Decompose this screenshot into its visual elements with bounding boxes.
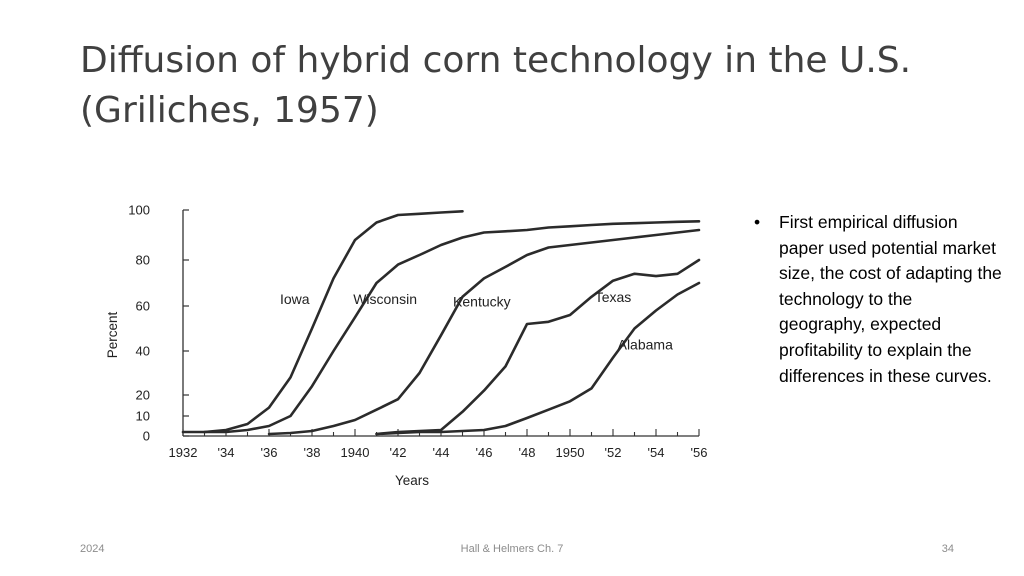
bullet-list: • First empirical diffusion paper used p… — [752, 210, 1002, 389]
bullet-item: • First empirical diffusion paper used p… — [752, 210, 1002, 389]
series-label-iowa: Iowa — [280, 291, 310, 307]
x-tick-label: '52 — [605, 445, 622, 460]
x-tick-label: '56 — [691, 445, 708, 460]
series-line-iowa — [181, 210, 464, 434]
series-label-wisconsin: Wisconsin — [353, 291, 417, 307]
page-number: 34 — [941, 543, 954, 555]
y-tick-label: 80 — [136, 253, 150, 268]
footer-source: Hall & Helmers Ch. 7 — [460, 543, 564, 555]
y-tick-label: 40 — [136, 344, 150, 359]
y-tick-label: 100 — [128, 203, 150, 218]
x-tick-label: 1932 — [169, 445, 198, 460]
series-line-wisconsin — [203, 219, 701, 434]
x-tick-label: '38 — [304, 445, 321, 460]
slide-title: Diffusion of hybrid corn technology in t… — [80, 36, 980, 136]
series-line-texas — [375, 258, 701, 436]
series-line-kentucky — [267, 228, 701, 436]
series-label-texas: Texas — [595, 289, 632, 305]
series-label-alabama: Alabama — [618, 336, 673, 352]
x-tick-label: '54 — [648, 445, 665, 460]
x-tick-label: '48 — [519, 445, 536, 460]
title-line-2: (Griliches, 1957) — [80, 90, 379, 131]
y-tick-label: 10 — [136, 409, 150, 424]
bullet-marker: • — [754, 212, 761, 232]
x-axis-label: Years — [395, 473, 429, 488]
y-tick-label: 60 — [136, 299, 150, 314]
footer-date: 2024 — [80, 543, 105, 555]
y-axis-label: Percent — [105, 311, 120, 358]
chart-svg: 0 10 20 40 60 80 100 1932 '34 '36 '38 1940 '42 '44 '46… — [105, 203, 708, 489]
series-line-alabama — [375, 281, 701, 436]
y-tick-label: 0 — [143, 429, 150, 444]
x-tick-label: '34 — [218, 445, 235, 460]
diffusion-chart: 0 10 20 40 60 80 100 1932 '34 '36 '38 1940 '42 '44 '46… — [96, 196, 728, 496]
x-tick-label: '42 — [390, 445, 407, 460]
x-tick-label: 1950 — [556, 445, 585, 460]
y-tick-label: 20 — [136, 388, 150, 403]
x-tick-label: '36 — [261, 445, 278, 460]
title-line-1: Diffusion of hybrid corn technology in t… — [80, 40, 912, 81]
series-label-kentucky: Kentucky — [453, 293, 511, 309]
bullet-text: First empirical diffusion paper used pot… — [779, 212, 1002, 386]
x-tick-label: '44 — [433, 445, 450, 460]
x-tick-label: '46 — [476, 445, 493, 460]
x-tick-label: 1940 — [341, 445, 370, 460]
